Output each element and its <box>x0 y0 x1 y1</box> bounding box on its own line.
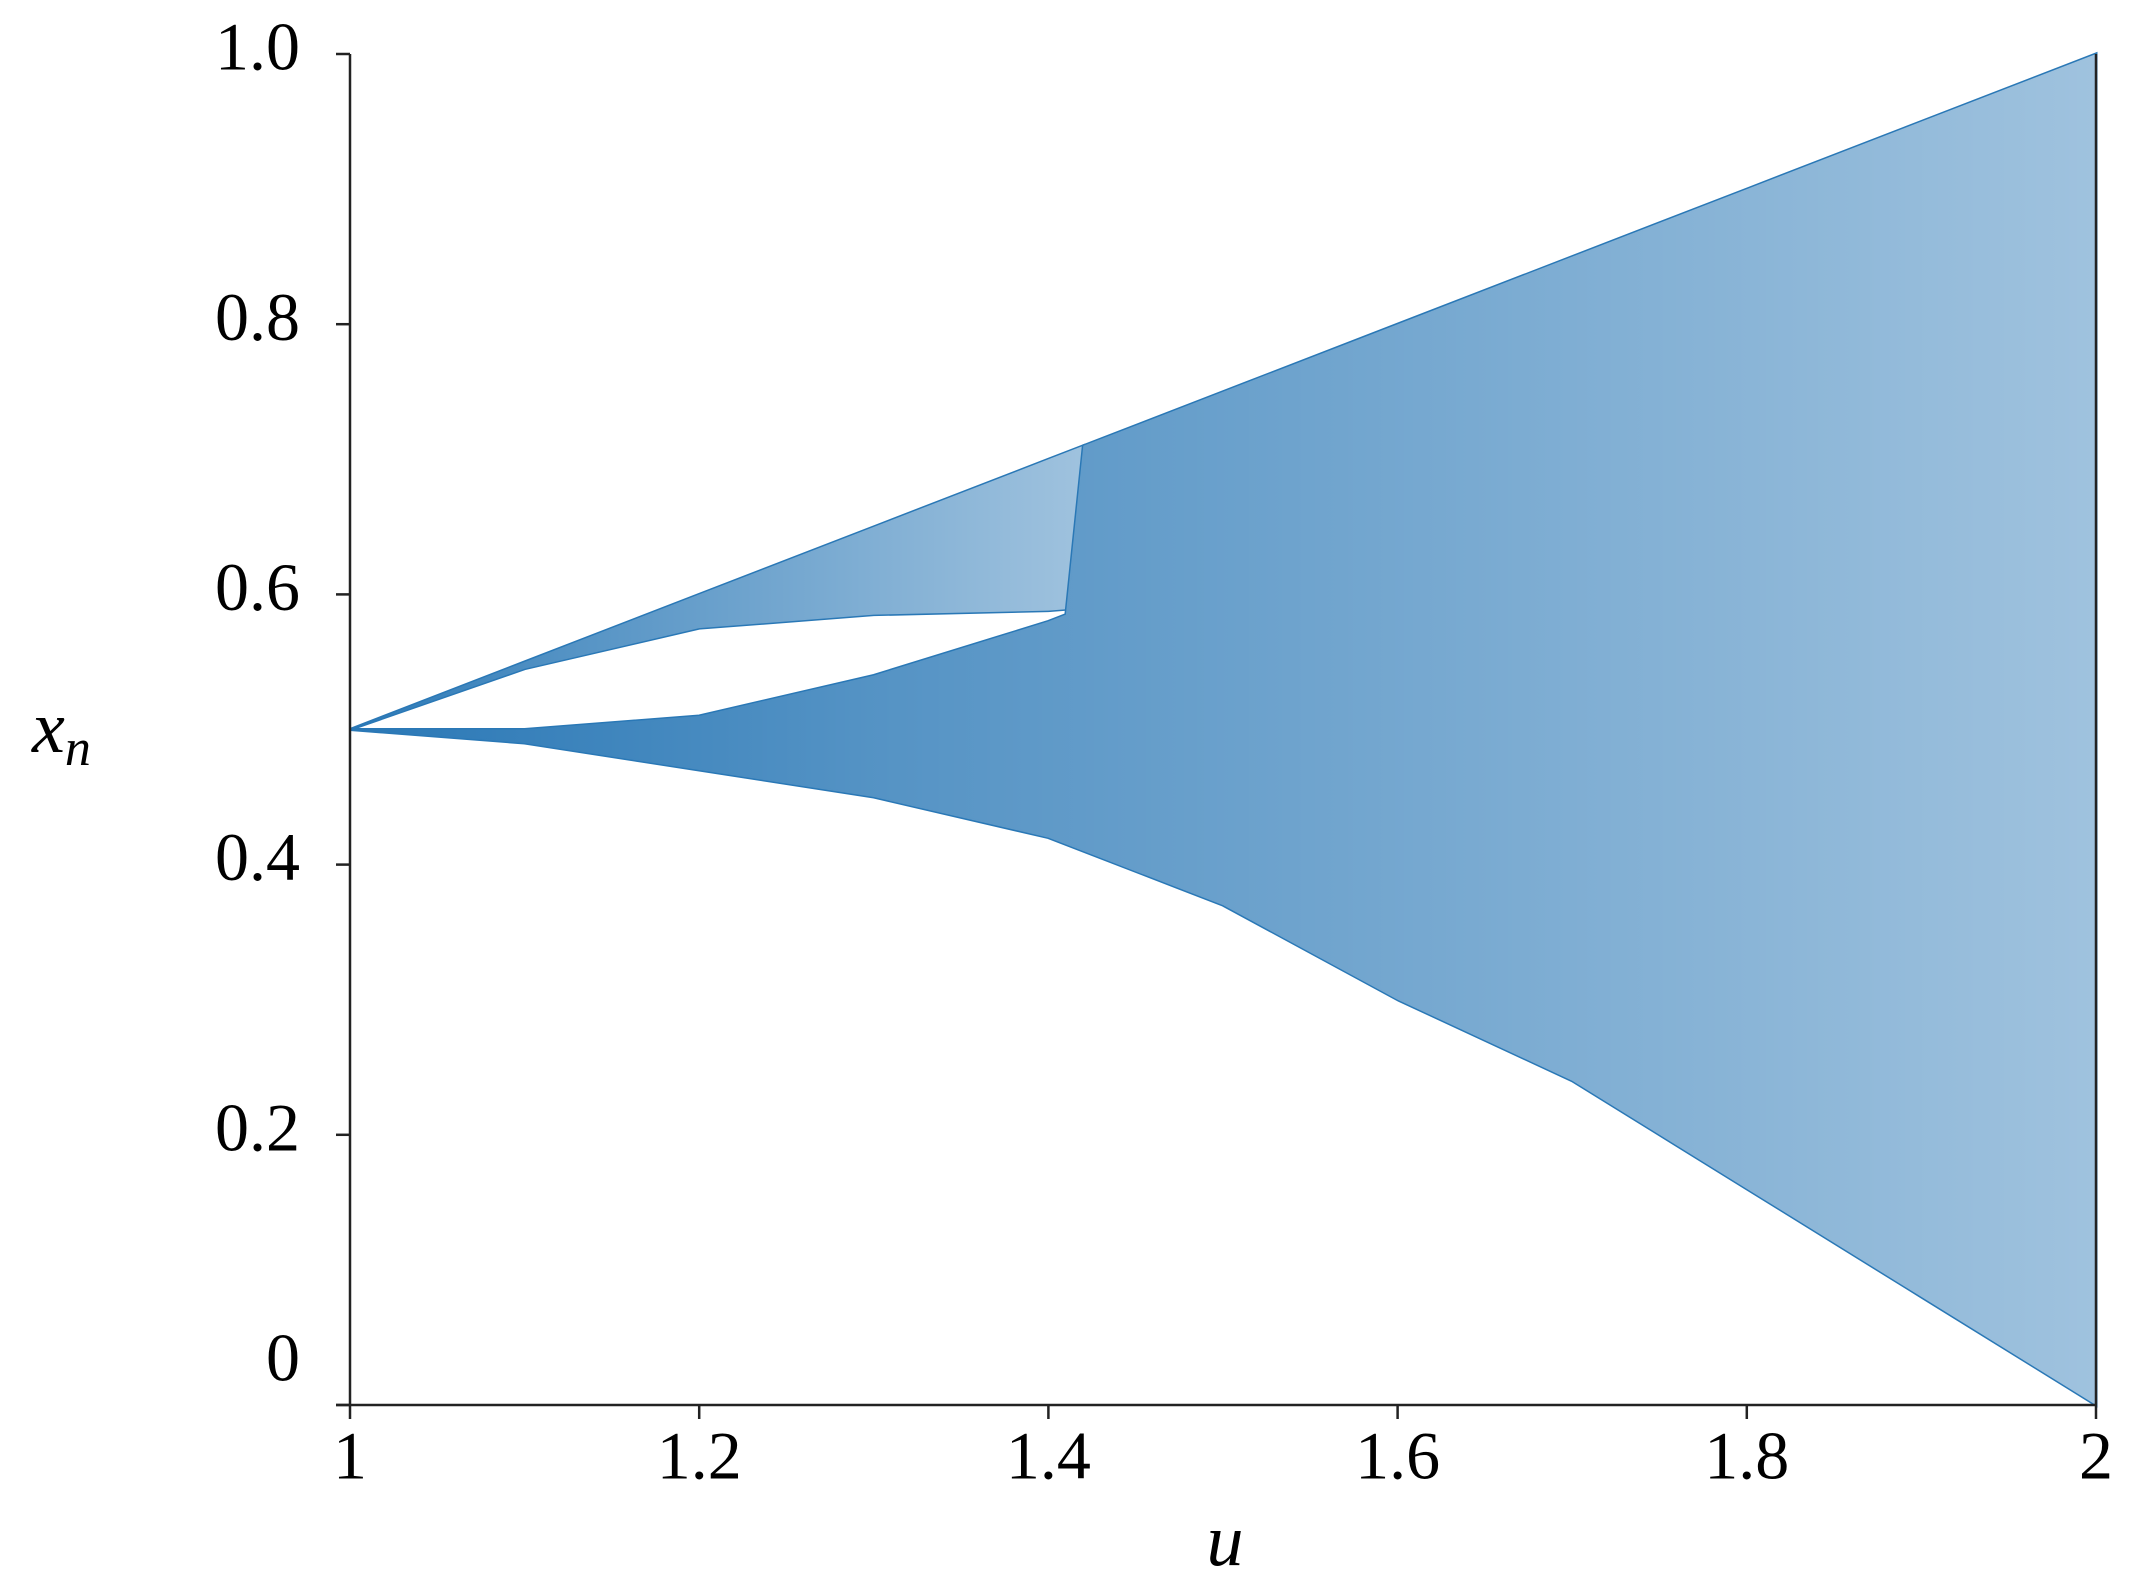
y-tick-label: 0 <box>266 1320 300 1396</box>
y-tick-label: 0.2 <box>215 1089 300 1165</box>
y-axis-label-main: x <box>31 687 65 769</box>
y-axis-label: xn <box>31 687 91 777</box>
y-tick-label: 0.8 <box>215 279 300 355</box>
x-tick-label: 1.8 <box>1704 1418 1789 1494</box>
y-tick-label: 0.4 <box>215 819 300 895</box>
y-tick-label: 0.6 <box>215 549 300 625</box>
y-tick-label: 1.0 <box>215 9 300 85</box>
x-tick-label: 1.6 <box>1355 1418 1440 1494</box>
x-tick-label: 1 <box>333 1418 367 1494</box>
band-texture <box>350 54 2096 1405</box>
x-axis-label: u <box>1207 1500 1244 1582</box>
y-axis-label-subscript: n <box>65 720 91 777</box>
x-tick-label: 2 <box>2079 1418 2113 1494</box>
x-tick-label: 1.4 <box>1006 1418 1091 1494</box>
x-tick-label: 1.2 <box>657 1418 742 1494</box>
band-texture <box>350 445 1084 730</box>
